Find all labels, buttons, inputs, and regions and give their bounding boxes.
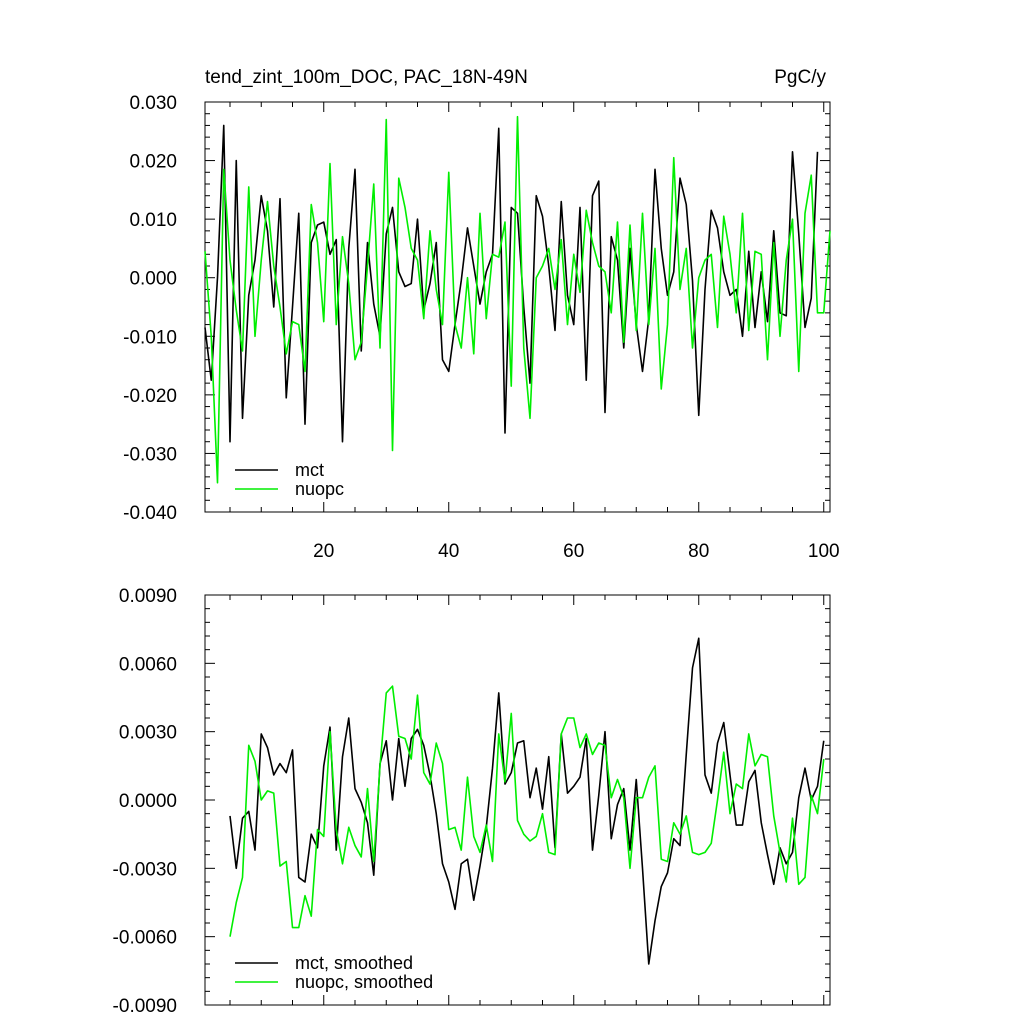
series-line-mct: [204, 124, 819, 443]
series-line-mct-smoothed: [229, 637, 825, 965]
y-tick-label: -0.0090: [113, 996, 177, 1017]
x-tick-label: 20: [313, 541, 334, 562]
plot-frame: [204, 594, 831, 1006]
x-tick-label: 80: [688, 541, 709, 562]
y-tick-label: 0.030: [129, 93, 177, 114]
series-line-nuopc-smoothed: [229, 685, 825, 937]
y-tick-label: 0.020: [129, 152, 177, 173]
panel-bottom: -0.0090 -0.0060 -0.0030 0.0000 0.0030 0.0060 0…: [113, 586, 831, 1017]
y-tick-label: 0.0030: [119, 723, 177, 744]
y-tick-label: 0.0090: [119, 586, 177, 607]
units-label: PgC/y: [774, 67, 826, 88]
y-tick-label: -0.020: [123, 386, 177, 407]
x-tick-label: 60: [563, 541, 584, 562]
y-tick-label: -0.0030: [113, 859, 177, 880]
y-tick-label: 0.010: [129, 210, 177, 231]
legend-label: mct: [295, 460, 324, 480]
x-tick-label: 40: [438, 541, 459, 562]
plot-frame: [204, 101, 831, 513]
chart-title: tend_zint_100m_DOC, PAC_18N-49N: [205, 67, 528, 88]
x-tick-label: 100: [808, 541, 840, 562]
legend-label: nuopc: [295, 479, 344, 499]
series-line-nuopc: [204, 115, 831, 484]
y-tick-label: 0.000: [129, 269, 177, 290]
y-tick-label: 0.0060: [119, 654, 177, 675]
legend-label: mct, smoothed: [295, 953, 413, 973]
legend-label: nuopc, smoothed: [295, 972, 433, 992]
panel-top: tend_zint_100m_DOC, PAC_18N-49N PgC/y -0…: [123, 67, 839, 562]
y-tick-label: -0.010: [123, 327, 177, 348]
y-tick-label: 0.0000: [119, 791, 177, 812]
y-tick-label: -0.030: [123, 444, 177, 465]
y-tick-label: -0.040: [123, 503, 177, 524]
y-tick-label: -0.0060: [113, 928, 177, 949]
